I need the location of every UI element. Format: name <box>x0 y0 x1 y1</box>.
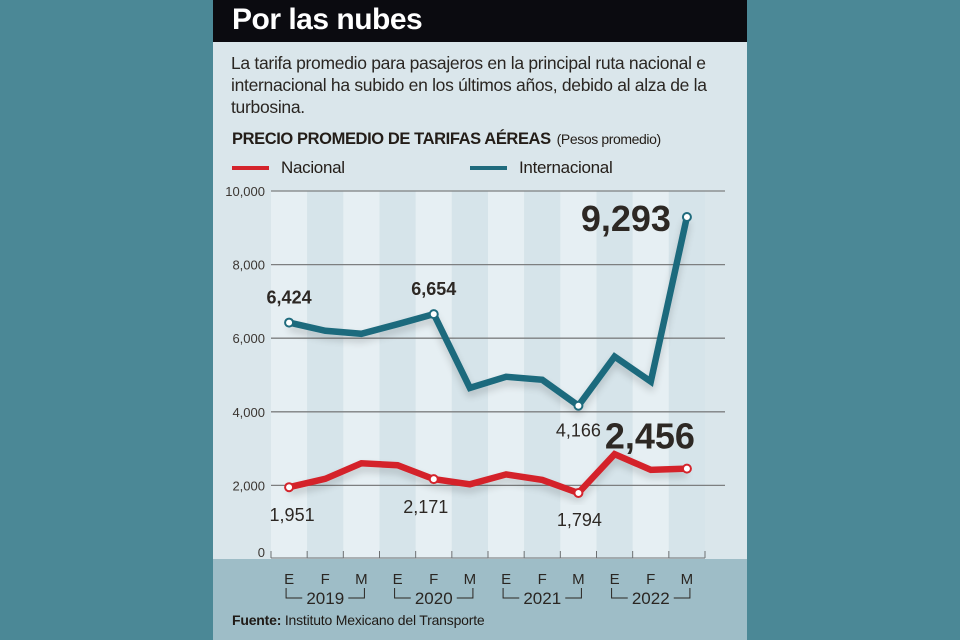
data-point-marker <box>573 487 584 498</box>
x-month-label: M <box>355 571 368 588</box>
y-tick-label: 0 <box>258 545 265 560</box>
infographic-title: Por las nubes <box>232 3 423 36</box>
column-band <box>343 191 380 559</box>
data-point-marker <box>573 400 584 411</box>
year-bracket-left <box>611 588 628 599</box>
chart-title: PRECIO PROMEDIO DE TARIFAS AÉREAS <box>232 130 551 148</box>
y-axis: 0 2,000 4,000 6,000 8,000 10,000 <box>225 184 265 560</box>
x-month-label: F <box>429 571 438 588</box>
x-year-label: 2021 <box>523 589 561 608</box>
column-band <box>307 191 344 559</box>
infographic-subtitle: La tarifa promedio para pasajeros en la … <box>231 53 707 117</box>
column-band <box>451 191 488 559</box>
y-tick-label: 10,000 <box>225 184 265 199</box>
y-tick-label: 2,000 <box>232 478 265 493</box>
legend-label-nacional: Nacional <box>281 158 345 177</box>
infographic-panel: Por las nubes La tarifa promedio para pa… <box>213 0 747 640</box>
x-axis-band <box>213 559 747 640</box>
data-label: 2,456 <box>605 416 695 457</box>
gridlines <box>271 190 725 487</box>
year-bracket-left <box>502 588 520 599</box>
data-point-marker <box>428 309 439 320</box>
legend-item-internacional: Internacional <box>470 158 613 178</box>
legend-label-internacional: Internacional <box>519 158 613 177</box>
data-point-marker <box>284 482 295 493</box>
x-month-label: M <box>464 571 477 588</box>
x-month-label: M <box>572 571 585 588</box>
year-bracket-right <box>673 588 691 599</box>
x-month-label: E <box>501 571 511 588</box>
chart-heading: PRECIO PROMEDIO DE TARIFAS AÉREAS (Pesos … <box>232 130 661 149</box>
legend-swatch-nacional <box>232 166 269 170</box>
series-markers <box>284 212 692 498</box>
data-point-marker <box>284 317 295 328</box>
data-label: 4,166 <box>556 421 601 441</box>
x-year-label: 2019 <box>306 589 344 608</box>
x-year-label: 2020 <box>415 589 453 608</box>
series-lines <box>288 216 691 497</box>
source-note: Fuente: Instituto Mexicano del Transport… <box>232 612 485 628</box>
data-point-marker <box>428 474 439 485</box>
legend-item-nacional: Nacional <box>232 158 345 178</box>
x-month-label: M <box>681 571 694 588</box>
x-month-label: E <box>284 571 294 588</box>
data-point-marker <box>681 463 692 474</box>
x-month-label: E <box>610 571 620 588</box>
column-band <box>415 191 452 559</box>
year-bracket-right <box>348 588 365 599</box>
series-line-nacional <box>288 450 688 497</box>
column-band <box>668 191 705 559</box>
x-month-label: F <box>321 571 330 588</box>
x-year-label: 2022 <box>632 589 670 608</box>
line-chart: 0 2,000 4,000 6,000 8,000 10,000 E F M E F M E F M E F M… <box>225 184 725 608</box>
x-month-label: F <box>538 571 547 588</box>
y-tick-label: 6,000 <box>232 331 265 346</box>
column-band <box>560 191 597 559</box>
x-month-label: E <box>393 571 403 588</box>
data-label: 6,424 <box>267 288 312 308</box>
year-bracket-right <box>456 588 474 599</box>
column-bands <box>271 191 705 559</box>
column-band <box>379 191 416 559</box>
y-tick-label: 8,000 <box>232 258 265 273</box>
data-label: 1,951 <box>270 505 315 525</box>
column-band <box>271 191 308 559</box>
source-text: Instituto Mexicano del Transporte <box>284 612 485 628</box>
year-bracket-left <box>394 588 411 599</box>
year-bracket-right <box>565 588 582 599</box>
legend-swatch-internacional <box>470 166 507 170</box>
data-label: 1,794 <box>557 510 602 530</box>
year-bracket-left <box>285 588 303 599</box>
data-label: 6,654 <box>411 279 456 299</box>
chart-unit: (Pesos promedio) <box>556 131 661 147</box>
data-label: 2,171 <box>403 497 448 517</box>
source-label: Fuente: <box>232 612 282 628</box>
y-tick-label: 4,000 <box>232 405 265 420</box>
x-month-label: F <box>646 571 655 588</box>
data-point-marker <box>681 212 692 223</box>
header-bar: Por las nubes <box>213 0 747 42</box>
data-labels: 6,424 6,654 4,166 9,293 1,951 2,171 1,794 2,456 <box>267 198 695 530</box>
data-label: 9,293 <box>581 198 671 239</box>
x-axis: E F M E F M E F M E F M 2019 2020 2021 2022 <box>270 551 706 608</box>
column-band <box>524 191 561 559</box>
series-line-internacional <box>288 216 691 411</box>
